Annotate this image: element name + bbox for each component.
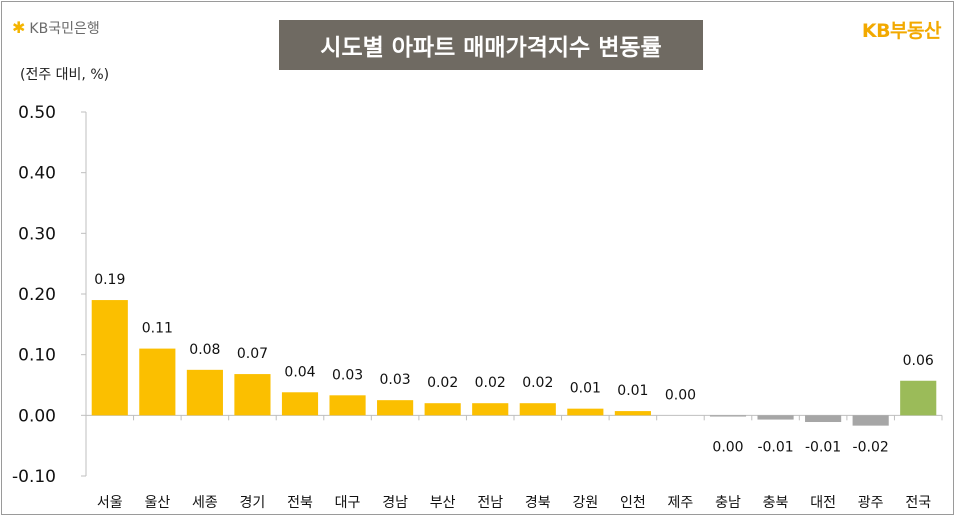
category-label: 경북 (525, 495, 551, 511)
value-label: 0.02 (475, 375, 506, 391)
bar (709, 415, 747, 417)
value-label: 0.19 (94, 272, 125, 288)
bar (234, 374, 271, 416)
bar (91, 300, 128, 416)
category-label: 인천 (620, 495, 646, 511)
bar (139, 348, 176, 416)
bar (472, 403, 509, 416)
value-label: -0.01 (805, 439, 841, 455)
category-label: 서울 (97, 495, 123, 511)
bar (281, 392, 319, 416)
bar (852, 415, 889, 426)
value-label: 0.02 (522, 375, 553, 391)
value-label: 0.03 (332, 367, 363, 383)
bar (519, 403, 556, 416)
category-label: 강원 (572, 495, 598, 511)
y-tick-label: 0.40 (18, 164, 56, 184)
y-tick-label: 0.20 (18, 285, 56, 305)
category-label: 대구 (335, 495, 361, 511)
value-label: 0.00 (712, 439, 743, 455)
category-label: 광주 (858, 495, 884, 511)
value-label: 0.08 (189, 342, 220, 358)
category-label: 경기 (240, 495, 266, 511)
chart-title: 시도별 아파트 매매가격지수 변동률 (279, 20, 703, 70)
category-label: 충남 (715, 495, 741, 511)
kb-bank-logo: ✱ KB국민은행 (12, 18, 100, 38)
value-label: 0.06 (903, 353, 934, 369)
value-label: 0.03 (380, 372, 411, 388)
value-label: 0.01 (570, 381, 601, 397)
category-label: 울산 (144, 495, 170, 511)
value-label: 0.11 (142, 321, 173, 337)
value-label: 0.00 (665, 387, 696, 403)
category-label: 전국 (905, 495, 931, 511)
bar (329, 395, 366, 416)
y-tick-label: 0.30 (18, 224, 56, 244)
category-label: 세종 (192, 495, 218, 511)
value-label: 0.04 (284, 364, 315, 380)
value-label: -0.02 (853, 439, 889, 455)
value-label: 0.02 (427, 375, 458, 391)
bar (614, 411, 651, 416)
y-tick-label: 0.00 (18, 406, 56, 426)
category-label: 전남 (477, 495, 503, 511)
bar (900, 380, 937, 416)
y-tick-label: 0.10 (18, 346, 56, 366)
bar (567, 408, 604, 416)
category-label: 대전 (810, 495, 836, 511)
bar (757, 415, 794, 420)
y-tick-label: -0.10 (12, 467, 56, 487)
kb-bank-label: KB국민은행 (29, 21, 100, 37)
value-label: 0.01 (617, 383, 648, 399)
bar (377, 400, 414, 416)
category-label: 전북 (287, 495, 313, 511)
kb-realestate-logo: KB부동산 (861, 20, 942, 42)
category-label: 충북 (763, 495, 789, 511)
category-label: 경남 (382, 495, 408, 511)
value-label: 0.07 (237, 346, 268, 362)
bar (805, 415, 842, 423)
value-label: -0.01 (757, 439, 793, 455)
category-label: 부산 (430, 495, 456, 511)
kb-star-icon: ✱ (12, 18, 26, 37)
unit-label: (전주 대비, %) (20, 67, 110, 83)
bar (424, 403, 461, 416)
y-tick-label: 0.50 (18, 103, 56, 123)
category-label: 제주 (668, 495, 694, 511)
bar (186, 369, 223, 416)
